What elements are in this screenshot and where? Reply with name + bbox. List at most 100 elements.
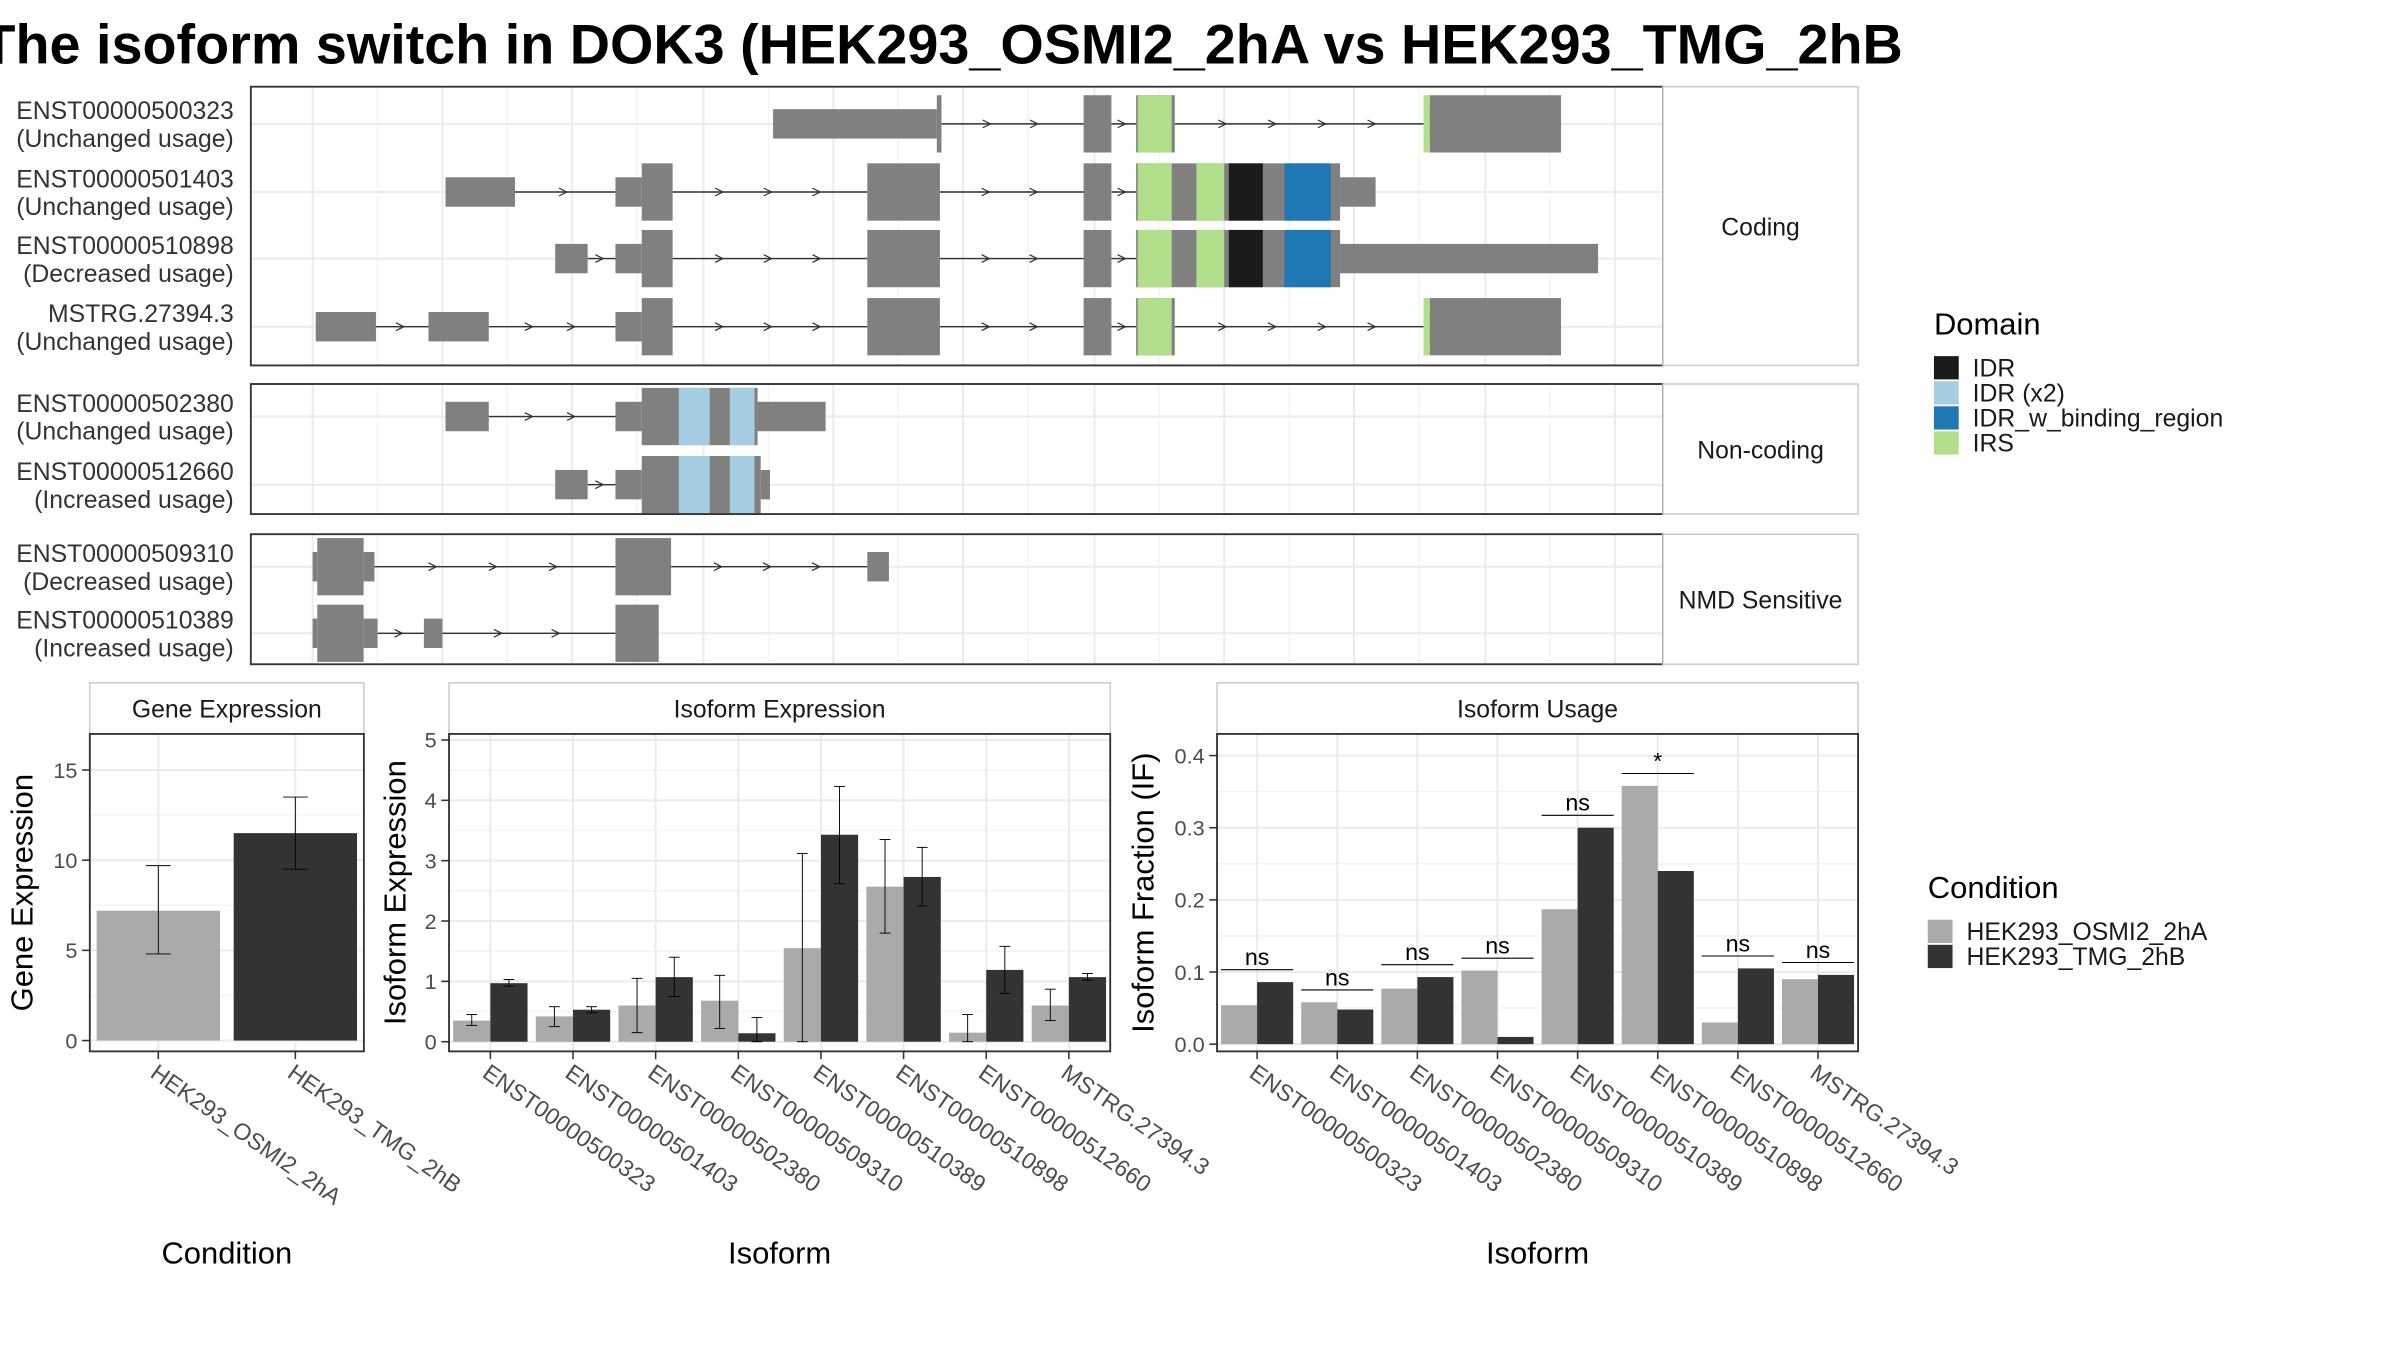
domain-idr-x2- [729, 387, 755, 446]
isoform-usage-chart: Isoform Usage ns ns ns ns ns * ns ns 0.0 0.1 0.2 0.3… [1126, 682, 1963, 1270]
chart-title: Isoform Usage [1457, 697, 1618, 724]
intron-arrow [812, 254, 822, 264]
domain-irs [1423, 95, 1430, 153]
y-tick-label: 0.3 [1175, 815, 1205, 840]
intron-arrow [812, 187, 822, 197]
intron-arrow [812, 322, 822, 332]
condition-legend-label: HEK293_TMG_2hB [1966, 944, 2185, 971]
bar [490, 983, 528, 1042]
y-tick-label: 4 [425, 788, 437, 813]
exon [312, 618, 318, 649]
exon [445, 401, 489, 432]
transcript-id-label: ENST00000509310 [16, 541, 234, 568]
y-tick-label: 2 [425, 909, 437, 934]
bar [1577, 827, 1614, 1045]
domain-idr-w-binding-region [1284, 163, 1331, 221]
bar [1221, 1005, 1258, 1045]
bar [573, 1009, 611, 1042]
exon [423, 618, 443, 649]
intron-arrow [981, 322, 991, 332]
y-tick-label: 0 [425, 1029, 437, 1054]
x-axis-title: Isoform [728, 1235, 831, 1270]
intron-arrow [1267, 119, 1278, 129]
exon [1083, 163, 1112, 221]
exon [641, 298, 673, 356]
domain-irs [1137, 95, 1172, 153]
transcript-id-label: ENST00000502380 [16, 391, 234, 418]
domain-legend-swatch [1933, 431, 1959, 455]
intron-arrow [763, 322, 773, 332]
exon [615, 243, 642, 274]
exon [615, 312, 642, 342]
y-tick-label: 0.1 [1175, 960, 1205, 985]
intron-arrow [1029, 254, 1039, 264]
transcript-usage-label: (Unchanged usage) [16, 194, 234, 221]
intron-arrow [558, 187, 569, 197]
domain-irs [1196, 163, 1225, 221]
intron-arrow [566, 412, 577, 421]
intron-arrow [1029, 119, 1040, 129]
plot-border [88, 733, 365, 1053]
intron-arrow [1367, 119, 1377, 129]
bar [1417, 977, 1454, 1045]
exon [867, 163, 940, 221]
intron-arrow [548, 562, 559, 572]
intron-arrow [1029, 322, 1039, 332]
intron-arrow [714, 254, 725, 264]
intron-arrow [428, 562, 438, 572]
intron-arrow [1117, 322, 1127, 332]
intron-arrow [1218, 119, 1228, 129]
domain-legend-title: Domain [1934, 306, 2041, 341]
intron-arrow [981, 254, 991, 264]
structure-strip [1662, 85, 1859, 367]
y-axis-title: Isoform Fraction (IF) [1126, 752, 1161, 1032]
exon [615, 604, 659, 662]
transcript-id-label: ENST00000510389 [16, 608, 234, 635]
bar [1737, 968, 1774, 1045]
condition-legend-title: Condition [1928, 870, 2059, 905]
significance-label: * [1653, 748, 1662, 774]
transcript-id-label: ENST00000501403 [16, 166, 234, 193]
exon [363, 552, 375, 582]
exon [1340, 177, 1376, 207]
structure-group-label: Coding [1721, 214, 1799, 241]
bar [1541, 909, 1578, 1045]
significance-label: ns [1806, 937, 1831, 963]
exon [773, 109, 937, 139]
transcript-usage-label: (Increased usage) [34, 487, 234, 514]
exon [615, 469, 642, 500]
condition-legend-swatch [1927, 944, 1953, 969]
intron-arrow [1317, 119, 1327, 129]
exon [555, 469, 588, 500]
bar [1701, 1022, 1738, 1045]
intron-arrow [488, 562, 498, 572]
significance-label: ns [1405, 939, 1430, 965]
structure-group-label: Non-coding [1697, 437, 1824, 464]
intron-arrow [551, 628, 561, 638]
bar [1337, 1009, 1374, 1045]
domain-legend-label: IRS [1973, 431, 2014, 458]
intron-arrow [713, 562, 724, 572]
exon [757, 401, 826, 432]
x-axis-title: Isoform [1486, 1235, 1589, 1270]
intron-arrow [714, 187, 725, 197]
domain-idr-x2- [729, 456, 755, 514]
exon [363, 618, 378, 649]
intron-arrow [1218, 322, 1228, 332]
structure-strip [1662, 383, 1859, 515]
bar [1497, 1036, 1534, 1045]
structure-group-label: NMD Sensitive [1679, 588, 1843, 615]
y-tick-label: 0.4 [1175, 743, 1205, 768]
y-tick-label: 5 [425, 728, 437, 753]
exon [1083, 229, 1112, 288]
significance-label: ns [1485, 933, 1510, 959]
y-tick-label: 10 [53, 848, 77, 873]
transcript-usage-label: (Increased usage) [34, 636, 234, 663]
exon [760, 469, 770, 500]
intron-arrow [763, 187, 773, 197]
domain-legend-label: IDR_w_binding_region [1973, 405, 2224, 432]
exon [445, 177, 516, 207]
transcript-id-label: ENST00000510898 [16, 233, 234, 260]
intron-arrow [595, 480, 605, 490]
